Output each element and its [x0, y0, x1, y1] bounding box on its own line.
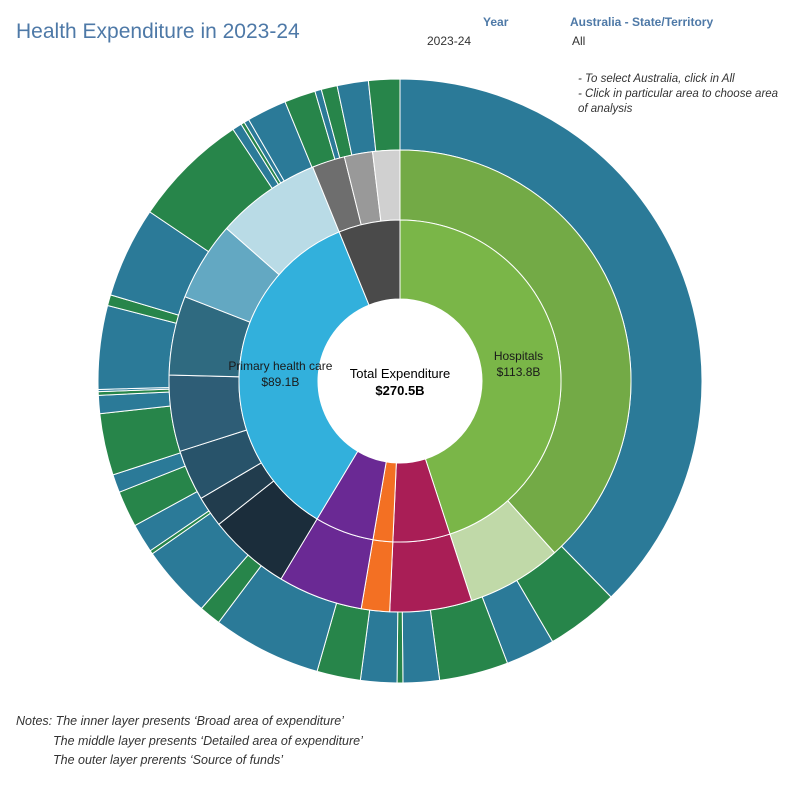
instruction-line: - Click in particular area to choose are…	[578, 88, 779, 100]
outer-ring[interactable]	[97, 78, 703, 684]
center-title: Total Expenditure	[350, 366, 450, 381]
region-filter-label: Australia - State/Territory	[570, 15, 714, 29]
note-line: Notes: The inner layer presents ‘Broad a…	[16, 714, 344, 728]
inner-segment-value: $89.1B	[261, 375, 299, 389]
instructions: - To select Australia, click in All - Cl…	[578, 72, 793, 117]
middle-ring[interactable]	[168, 149, 632, 613]
year-filter-label: Year	[483, 15, 509, 29]
inner-segment-value: $113.8B	[497, 365, 541, 379]
note-line: The middle layer presents ‘Detailed area…	[53, 733, 363, 748]
year-filter-value[interactable]: 2023-24	[427, 34, 472, 48]
notes: Notes: The inner layer presents ‘Broad a…	[16, 712, 363, 771]
note-line: The outer layer prerents ‘Source of fund…	[53, 753, 283, 767]
instruction-line: - To select Australia, click in All	[578, 73, 735, 85]
inner-segment-label: Hospitals	[494, 349, 543, 363]
center-total-value: $270.5B	[375, 383, 424, 398]
instruction-line: of analysis	[578, 103, 633, 115]
page-title: Health Expenditure in 2023-24	[16, 20, 300, 43]
region-filter-value[interactable]: All	[572, 34, 586, 48]
inner-segment-label: Primary health care	[228, 359, 332, 373]
center-hole	[318, 299, 482, 463]
